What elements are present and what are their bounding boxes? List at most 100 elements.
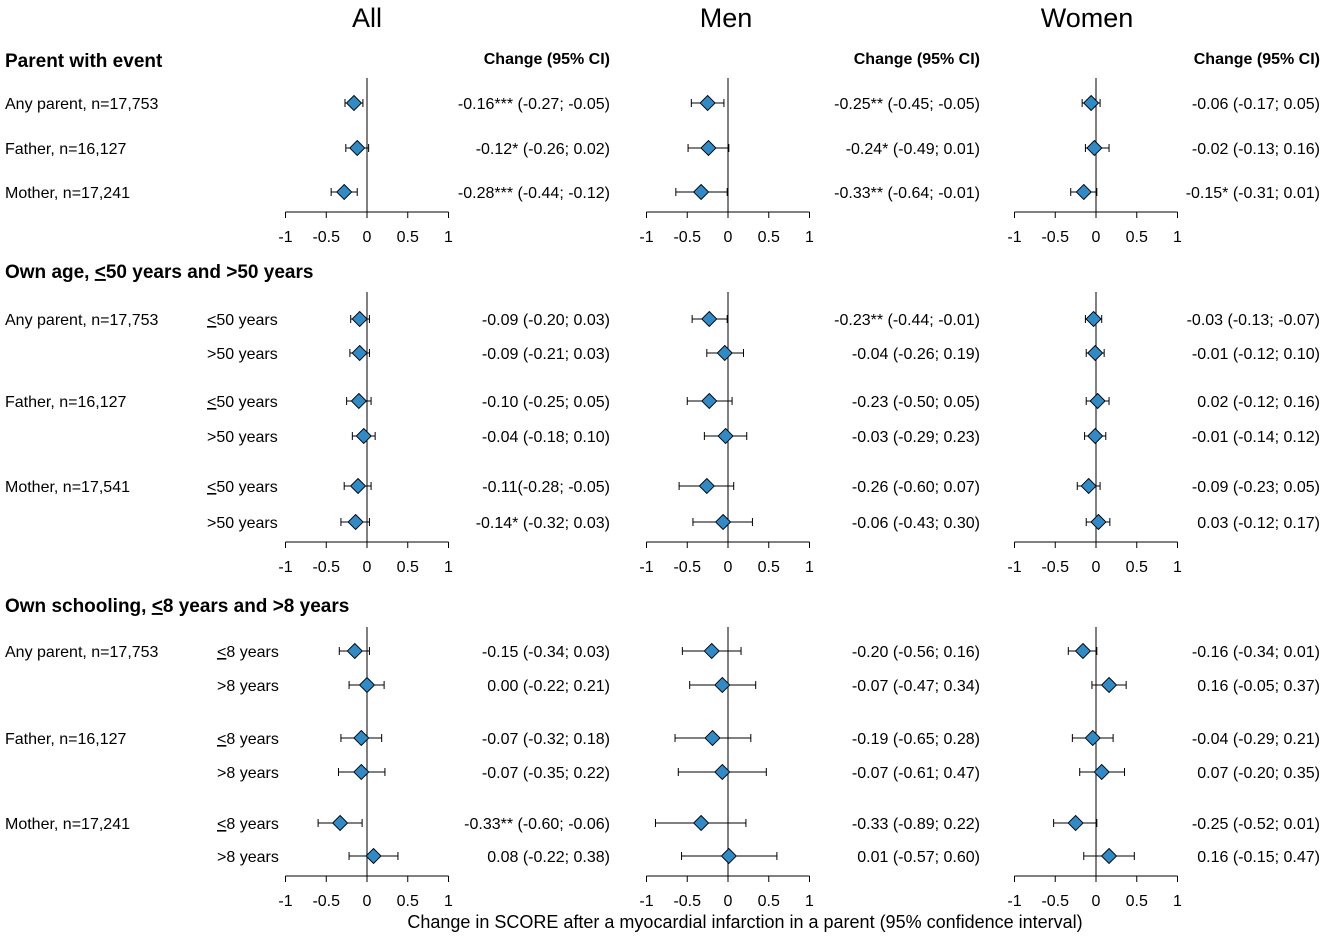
estimate-marker	[698, 477, 715, 495]
ci-value-text: -0.24* (-0.49; 0.01)	[846, 141, 980, 158]
x-tick-label: 1	[1173, 229, 1182, 246]
ci-value-text: -0.33 (-0.89; 0.22)	[852, 816, 980, 833]
x-tick-label: 1	[805, 893, 814, 910]
estimate-marker	[692, 814, 710, 832]
estimate-marker	[717, 427, 734, 445]
ci-value-text: 0.01 (-0.57; 0.60)	[857, 849, 980, 866]
ci-value-text: -0.23 (-0.50; 0.05)	[852, 394, 980, 411]
x-tick-label: 1	[1173, 559, 1182, 576]
estimate-marker	[716, 344, 733, 362]
estimate-marker	[692, 183, 710, 201]
estimate-marker	[714, 513, 732, 531]
ci-value-text: -0.10 (-0.25; 0.05)	[482, 394, 610, 411]
row-sublabel: <8 years	[217, 644, 279, 661]
ci-value-text: -0.03 (-0.29; 0.23)	[852, 429, 980, 446]
estimate-marker	[345, 94, 363, 112]
ci-value-text: -0.33** (-0.64; -0.01)	[834, 185, 980, 202]
estimate-marker	[351, 344, 368, 362]
x-tick-label: -1	[639, 559, 653, 576]
ci-value-text: -0.15* (-0.31; 0.01)	[1186, 185, 1320, 202]
row-sublabel: <8 years	[217, 816, 279, 833]
row-sublabel: >8 years	[217, 678, 279, 695]
ci-value-text: -0.01 (-0.14; 0.12)	[1192, 429, 1320, 446]
ci-value-text: -0.23** (-0.44; -0.01)	[834, 312, 980, 329]
ci-value-text: -0.04 (-0.18; 0.10)	[482, 429, 610, 446]
estimate-marker	[349, 139, 366, 157]
row-label: Mother, n=17,241	[5, 185, 130, 202]
estimate-marker	[1075, 183, 1092, 201]
estimate-marker	[353, 729, 370, 747]
x-tick-label: -1	[1007, 229, 1021, 246]
ci-header-all: Change (95% CI)	[484, 51, 610, 68]
ci-value-text: -0.02 (-0.13; 0.16)	[1192, 141, 1320, 158]
estimate-marker	[699, 94, 716, 112]
row-sublabel: >50 years	[207, 346, 278, 363]
ci-header-men: Change (95% CI)	[854, 51, 980, 68]
ci-value-text: -0.09 (-0.20; 0.03)	[482, 312, 610, 329]
estimate-marker	[1074, 642, 1092, 660]
ci-value-text: -0.07 (-0.47; 0.34)	[852, 678, 980, 695]
x-tick-label: -0.5	[673, 559, 701, 576]
x-tick-label: 0.5	[397, 893, 419, 910]
estimate-marker	[714, 763, 731, 781]
estimate-marker	[1084, 729, 1101, 747]
estimate-marker	[336, 183, 353, 201]
estimate-marker	[1089, 392, 1106, 410]
ci-value-text: 0.16 (-0.15; 0.47)	[1197, 849, 1320, 866]
x-tick-label: 1	[444, 893, 453, 910]
ci-value-text: -0.06 (-0.17; 0.05)	[1192, 96, 1320, 113]
row-label: Any parent, n=17,753	[5, 96, 159, 113]
estimate-marker	[1086, 139, 1103, 157]
x-tick-label: 0	[724, 893, 733, 910]
x-tick-label: -0.5	[312, 559, 340, 576]
ci-header-women: Change (95% CI)	[1194, 51, 1320, 68]
x-tick-label: 0	[1092, 559, 1101, 576]
row-sublabel: <8 years	[217, 731, 279, 748]
estimate-marker	[365, 847, 382, 865]
estimate-marker	[353, 763, 370, 781]
estimate-marker	[346, 642, 363, 660]
row-label: Father, n=16,127	[5, 731, 127, 748]
estimate-marker	[351, 310, 368, 328]
x-tick-label: 0.5	[397, 559, 419, 576]
ci-value-text: -0.26 (-0.60; 0.07)	[852, 479, 980, 496]
ci-value-text: -0.07 (-0.61; 0.47)	[852, 765, 980, 782]
ci-value-text: -0.12* (-0.26; 0.02)	[476, 141, 610, 158]
x-tick-label: -1	[639, 229, 653, 246]
ci-value-text: -0.07 (-0.35; 0.22)	[482, 765, 610, 782]
row-sublabel: >8 years	[217, 765, 279, 782]
panel-title-women: Women	[1041, 3, 1134, 33]
ci-value-text: -0.15 (-0.34; 0.03)	[482, 644, 610, 661]
ci-value-text: -0.25 (-0.52; 0.01)	[1192, 816, 1320, 833]
estimate-marker	[701, 392, 718, 410]
ci-value-text: 0.16 (-0.05; 0.37)	[1197, 678, 1320, 695]
estimate-marker	[347, 513, 364, 531]
x-tick-label: 0	[724, 229, 733, 246]
x-tick-label: 0.5	[758, 893, 780, 910]
ci-value-text: -0.25** (-0.45; -0.05)	[834, 96, 980, 113]
x-tick-label: 1	[805, 559, 814, 576]
ci-value-text: -0.14* (-0.32; 0.03)	[476, 515, 610, 532]
x-tick-label: 1	[1173, 893, 1182, 910]
estimate-marker	[349, 477, 367, 495]
estimate-marker	[720, 847, 737, 865]
row-sublabel: >50 years	[207, 429, 278, 446]
estimate-marker	[700, 139, 717, 157]
x-tick-label: -0.5	[673, 893, 701, 910]
estimate-marker	[1067, 814, 1084, 832]
estimate-marker	[1090, 513, 1107, 531]
estimate-marker	[714, 676, 731, 694]
x-tick-label: -1	[1007, 893, 1021, 910]
x-tick-label: -1	[278, 559, 292, 576]
ci-value-text: -0.20 (-0.56; 0.16)	[852, 644, 980, 661]
x-tick-label: 1	[444, 229, 453, 246]
estimate-marker	[331, 814, 349, 832]
ci-value-text: -0.28*** (-0.44; -0.12)	[458, 185, 610, 202]
x-tick-label: -0.5	[673, 229, 701, 246]
ci-value-text: -0.04 (-0.26; 0.19)	[852, 346, 980, 363]
x-tick-label: -1	[278, 229, 292, 246]
ci-value-text: -0.04 (-0.29; 0.21)	[1192, 731, 1320, 748]
row-label: Any parent, n=17,753	[5, 312, 159, 329]
x-tick-label: 0.5	[1126, 559, 1148, 576]
